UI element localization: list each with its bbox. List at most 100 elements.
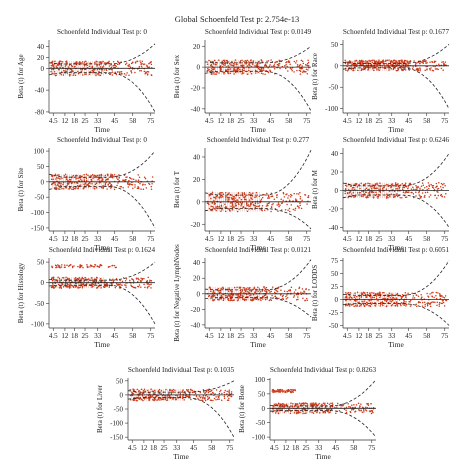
y-tick-label: 20 — [37, 54, 45, 62]
residual-point — [349, 406, 352, 409]
residual-point — [233, 299, 235, 301]
residual-point — [74, 277, 77, 279]
residual-point — [214, 393, 216, 395]
residual-point — [52, 277, 55, 280]
chart-panel: Schoenfeld Individual Test p: 0.6051 -50 -… — [311, 246, 449, 349]
residual-point — [412, 188, 415, 191]
x-tick-label: 18 — [227, 332, 235, 340]
residual-point — [63, 264, 66, 266]
residual-point — [388, 292, 391, 294]
residual-point — [294, 389, 296, 391]
residual-point — [406, 60, 409, 62]
residual-point — [355, 59, 358, 62]
residual-point — [212, 205, 214, 208]
residual-point — [254, 69, 257, 72]
residual-point — [372, 191, 375, 193]
residual-point — [266, 295, 268, 298]
residual-point — [401, 183, 404, 185]
residual-point — [361, 300, 363, 303]
residual-point — [434, 68, 437, 70]
residual-point — [101, 68, 104, 71]
residual-point — [86, 64, 89, 67]
residual-point — [428, 187, 430, 190]
residual-point — [92, 279, 94, 282]
y-tick-label: -20 — [191, 221, 201, 229]
residual-point — [63, 266, 66, 269]
residual-point — [208, 397, 211, 399]
residual-point — [77, 265, 79, 268]
residual-point — [111, 185, 113, 187]
residual-point — [293, 294, 296, 297]
residual-point — [141, 279, 143, 281]
residual-point — [113, 188, 116, 191]
residual-point — [214, 73, 216, 75]
residual-point — [161, 398, 164, 400]
residual-point — [138, 65, 141, 68]
residual-point — [206, 395, 209, 398]
residual-point — [432, 291, 434, 294]
residual-point — [412, 193, 415, 195]
residual-point — [299, 70, 302, 72]
residual-point — [359, 60, 361, 62]
x-axis-label: Time — [250, 340, 266, 349]
residual-point — [171, 389, 174, 392]
residual-point — [283, 406, 286, 408]
residual-point — [214, 203, 216, 205]
residual-point — [351, 188, 353, 190]
residual-point — [79, 174, 81, 177]
residual-point — [243, 69, 245, 71]
residual-point — [441, 61, 443, 63]
residual-point — [428, 184, 430, 186]
residual-point — [93, 187, 95, 189]
residual-point — [266, 298, 268, 300]
residual-point — [263, 209, 266, 212]
residual-point — [253, 286, 256, 288]
residual-point — [83, 183, 85, 185]
residual-point — [260, 200, 262, 202]
y-tick-label: 20 — [193, 275, 201, 283]
y-tick-label: 0 — [197, 198, 201, 206]
residual-point — [260, 198, 263, 200]
residual-point — [57, 62, 59, 65]
residual-point — [411, 292, 413, 295]
upper-ci-line — [127, 380, 235, 393]
residual-point — [203, 398, 206, 400]
residual-point — [293, 192, 295, 195]
x-tick-label: 12 — [217, 235, 225, 243]
residual-point — [145, 187, 148, 189]
residual-point — [220, 294, 223, 297]
residual-point — [282, 403, 285, 405]
residual-point — [280, 390, 282, 392]
residual-point — [361, 68, 363, 70]
residual-point — [145, 71, 148, 73]
residual-point — [240, 198, 243, 201]
residual-point — [272, 65, 275, 67]
residual-point — [246, 203, 248, 206]
residual-point — [384, 299, 386, 302]
residual-point — [363, 409, 365, 411]
residual-point — [438, 63, 440, 65]
residual-point — [265, 69, 267, 72]
residual-point — [288, 195, 290, 197]
panel-title: Schoenfeld Individual Test p: 0.6246 — [343, 136, 450, 144]
residual-point — [412, 186, 414, 188]
residual-point — [304, 194, 306, 196]
residual-point — [400, 304, 402, 307]
residual-point — [306, 299, 308, 302]
residual-point — [96, 65, 98, 67]
residual-point — [143, 283, 145, 286]
residual-point — [421, 61, 423, 64]
residual-point — [141, 391, 143, 394]
residual-point — [204, 392, 206, 395]
residual-point — [130, 71, 133, 74]
residual-point — [88, 184, 90, 187]
residual-point — [65, 276, 67, 278]
residual-point — [77, 287, 79, 289]
residual-point — [112, 60, 115, 63]
residual-point — [334, 406, 336, 409]
residual-point — [102, 60, 104, 63]
residual-point — [371, 66, 373, 68]
residual-point — [282, 297, 284, 300]
residual-point — [50, 286, 53, 289]
residual-point — [270, 299, 273, 301]
